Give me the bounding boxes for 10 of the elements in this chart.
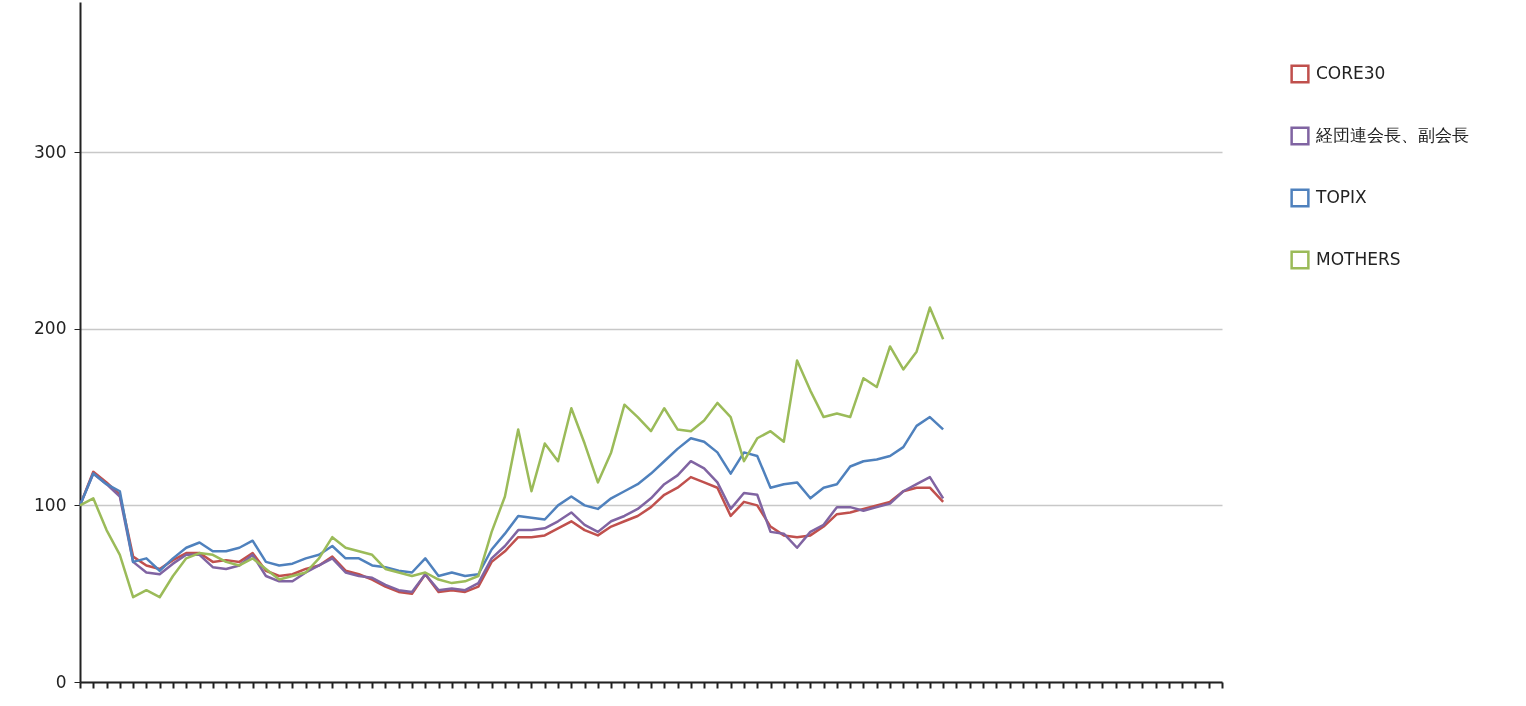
y-tick-label: 100: [34, 494, 67, 515]
y-tick-label: 300: [34, 141, 67, 162]
y-tick-label: 0: [55, 671, 67, 692]
line-series: [78, 306, 945, 599]
line-series: [78, 415, 945, 578]
legend-label: TOPIX: [1315, 187, 1368, 207]
legend-label: CORE30: [1316, 63, 1386, 83]
y-tick-label: 200: [34, 318, 67, 339]
legend-label: MOTHERS: [1316, 249, 1401, 269]
legend-label: 経団連会長、副会長: [1315, 125, 1469, 145]
